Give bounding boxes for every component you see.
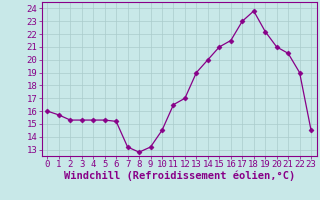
X-axis label: Windchill (Refroidissement éolien,°C): Windchill (Refroidissement éolien,°C) [64, 171, 295, 181]
